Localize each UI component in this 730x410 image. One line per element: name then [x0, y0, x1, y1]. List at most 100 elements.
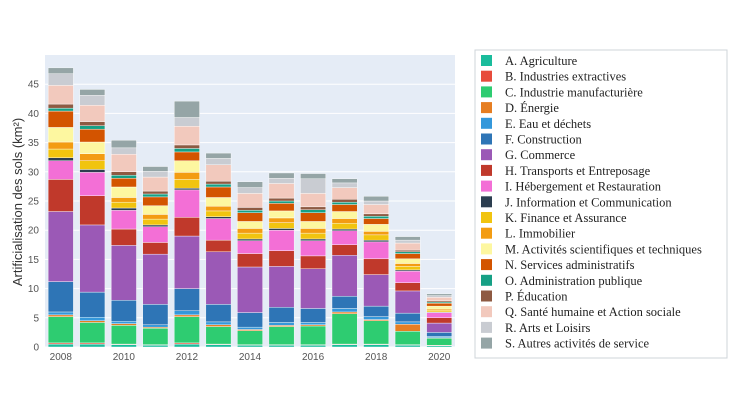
bar-segment	[300, 228, 326, 234]
bar-segment	[394, 266, 421, 271]
bar-segment	[394, 236, 421, 241]
legend-swatch	[481, 212, 492, 223]
legend-swatch	[481, 259, 492, 271]
bar-segment	[79, 105, 106, 122]
bar-segment	[79, 95, 106, 106]
bar-segment	[142, 171, 169, 178]
bar-segment	[300, 240, 326, 257]
bar-segment	[205, 321, 232, 326]
bar-segment	[237, 266, 263, 313]
bar-segment	[426, 332, 453, 337]
bar-segment	[363, 258, 389, 275]
legend-label: F. Construction	[505, 133, 583, 147]
bar-segment	[331, 313, 358, 345]
bar-segment	[268, 197, 295, 202]
bar-segment	[111, 186, 137, 198]
bar-segment	[205, 186, 232, 198]
bar-segment	[268, 250, 295, 267]
bar-segment	[47, 316, 74, 344]
bar-segment	[237, 232, 263, 240]
bar-segment	[111, 178, 137, 188]
bar-segment	[79, 89, 106, 96]
bar-segment	[174, 187, 200, 191]
bar-segment	[142, 218, 169, 226]
bar-segment	[174, 148, 200, 153]
bar-segment	[300, 212, 326, 222]
legend-label: R. Arts et Loisirs	[505, 321, 591, 335]
bar-segment	[363, 204, 389, 215]
legend-label: D. Énergie	[505, 101, 559, 115]
y-tick-label: 20	[28, 226, 40, 237]
legend-swatch	[481, 117, 492, 129]
bar-segment	[47, 157, 74, 161]
bar-segment	[205, 158, 232, 165]
bar-segment	[394, 345, 421, 348]
bar-segment	[205, 180, 232, 185]
bar-segment	[268, 345, 295, 348]
bar-segment	[237, 187, 263, 194]
bar-segment	[331, 311, 358, 314]
bar-segment	[363, 200, 389, 205]
bar-segment	[111, 323, 137, 326]
bar-segment	[142, 166, 169, 172]
bar-segment	[394, 239, 421, 244]
bar-segment	[237, 210, 263, 213]
bar-segment	[111, 140, 137, 149]
bar-segment	[174, 160, 200, 173]
bar-segment	[111, 245, 137, 301]
bar-segment	[111, 344, 137, 348]
bar-segment	[426, 295, 453, 298]
bar-segment	[111, 147, 137, 155]
legend-label: G. Commerce	[505, 148, 576, 162]
bar-segment	[79, 169, 106, 173]
bar-segment	[300, 232, 326, 240]
y-tick-label: 0	[33, 343, 39, 354]
bar-segment	[363, 241, 389, 260]
legend: A. Agriculture B. Industries extractivesC…	[474, 49, 728, 359]
bar-segment	[111, 321, 137, 324]
bar-segment	[237, 330, 263, 345]
bar-segment	[237, 212, 263, 222]
bar-segment	[331, 199, 358, 203]
bar-segment	[142, 196, 169, 206]
bar-segment	[331, 222, 358, 230]
bar-segment	[111, 201, 137, 209]
bar-segment	[142, 242, 169, 255]
bar-segment	[300, 206, 326, 210]
bar-segment	[237, 207, 263, 211]
bar-segment	[394, 263, 421, 267]
bar-segment	[426, 293, 453, 296]
bar-segment	[363, 196, 389, 202]
y-tick-labels: 0 5 10 15 20 25 30 35 40 45	[28, 80, 40, 354]
bar-segment	[426, 322, 453, 333]
x-tick-label: 2016	[302, 352, 325, 363]
x-tick-label: 2008	[50, 352, 73, 363]
bar-segment	[237, 238, 263, 241]
bar-segment	[47, 110, 74, 128]
legend-swatch	[481, 321, 492, 333]
bar-segment	[47, 179, 74, 212]
x-tick-label: 2018	[365, 352, 388, 363]
legend-label: J. Information et Communication	[505, 195, 672, 209]
legend-swatch	[481, 86, 492, 98]
bar-segment	[300, 325, 326, 345]
legend-label: O. Administration publique	[505, 274, 643, 288]
bar-segment	[142, 345, 169, 348]
legend-swatch	[481, 274, 492, 286]
y-tick-label: 35	[28, 138, 40, 149]
bar-segment	[237, 240, 263, 254]
bar-segment	[363, 305, 389, 317]
bar-segment	[394, 290, 421, 314]
bar-segment	[142, 176, 169, 192]
bar-segment	[205, 326, 232, 345]
bar-segment	[426, 297, 453, 302]
bar-segment	[268, 172, 295, 179]
bar-segment	[363, 320, 389, 345]
legend-label: S. Autres activités de service	[505, 337, 650, 351]
bar-segment	[268, 322, 295, 326]
bar-segment	[174, 179, 200, 189]
bar-segment	[300, 238, 326, 241]
bar-segment	[142, 193, 169, 198]
bar-segment	[205, 197, 232, 207]
y-tick-label: 5	[33, 313, 39, 324]
